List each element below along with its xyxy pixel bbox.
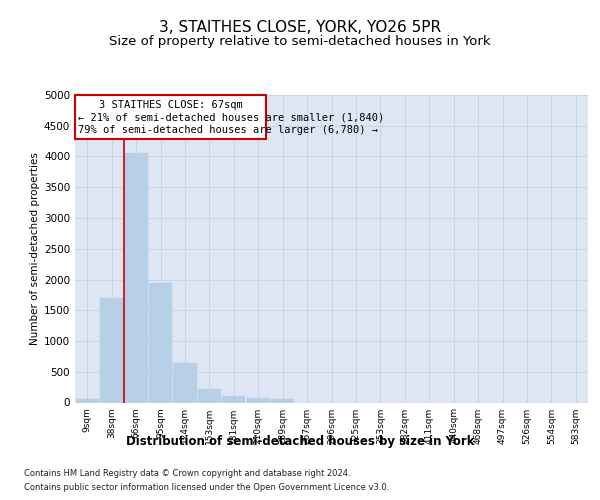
Bar xyxy=(124,154,148,402)
Text: 79% of semi-detached houses are larger (6,780) →: 79% of semi-detached houses are larger (… xyxy=(79,125,379,135)
Bar xyxy=(222,396,245,402)
Bar xyxy=(198,389,221,402)
Text: Size of property relative to semi-detached houses in York: Size of property relative to semi-detach… xyxy=(109,34,491,48)
Bar xyxy=(76,400,99,402)
Text: Contains HM Land Registry data © Crown copyright and database right 2024.: Contains HM Land Registry data © Crown c… xyxy=(24,470,350,478)
Text: 3 STAITHES CLOSE: 67sqm: 3 STAITHES CLOSE: 67sqm xyxy=(98,100,242,110)
FancyBboxPatch shape xyxy=(76,95,266,140)
Bar xyxy=(271,400,294,402)
Text: ← 21% of semi-detached houses are smaller (1,840): ← 21% of semi-detached houses are smalle… xyxy=(79,112,385,122)
Bar xyxy=(173,362,197,403)
Text: Contains public sector information licensed under the Open Government Licence v3: Contains public sector information licen… xyxy=(24,482,389,492)
Y-axis label: Number of semi-detached properties: Number of semi-detached properties xyxy=(30,152,40,345)
Bar xyxy=(149,282,172,403)
Bar xyxy=(247,398,270,402)
Bar xyxy=(100,298,123,403)
Text: Distribution of semi-detached houses by size in York: Distribution of semi-detached houses by … xyxy=(126,434,474,448)
Text: 3, STAITHES CLOSE, YORK, YO26 5PR: 3, STAITHES CLOSE, YORK, YO26 5PR xyxy=(159,20,441,35)
